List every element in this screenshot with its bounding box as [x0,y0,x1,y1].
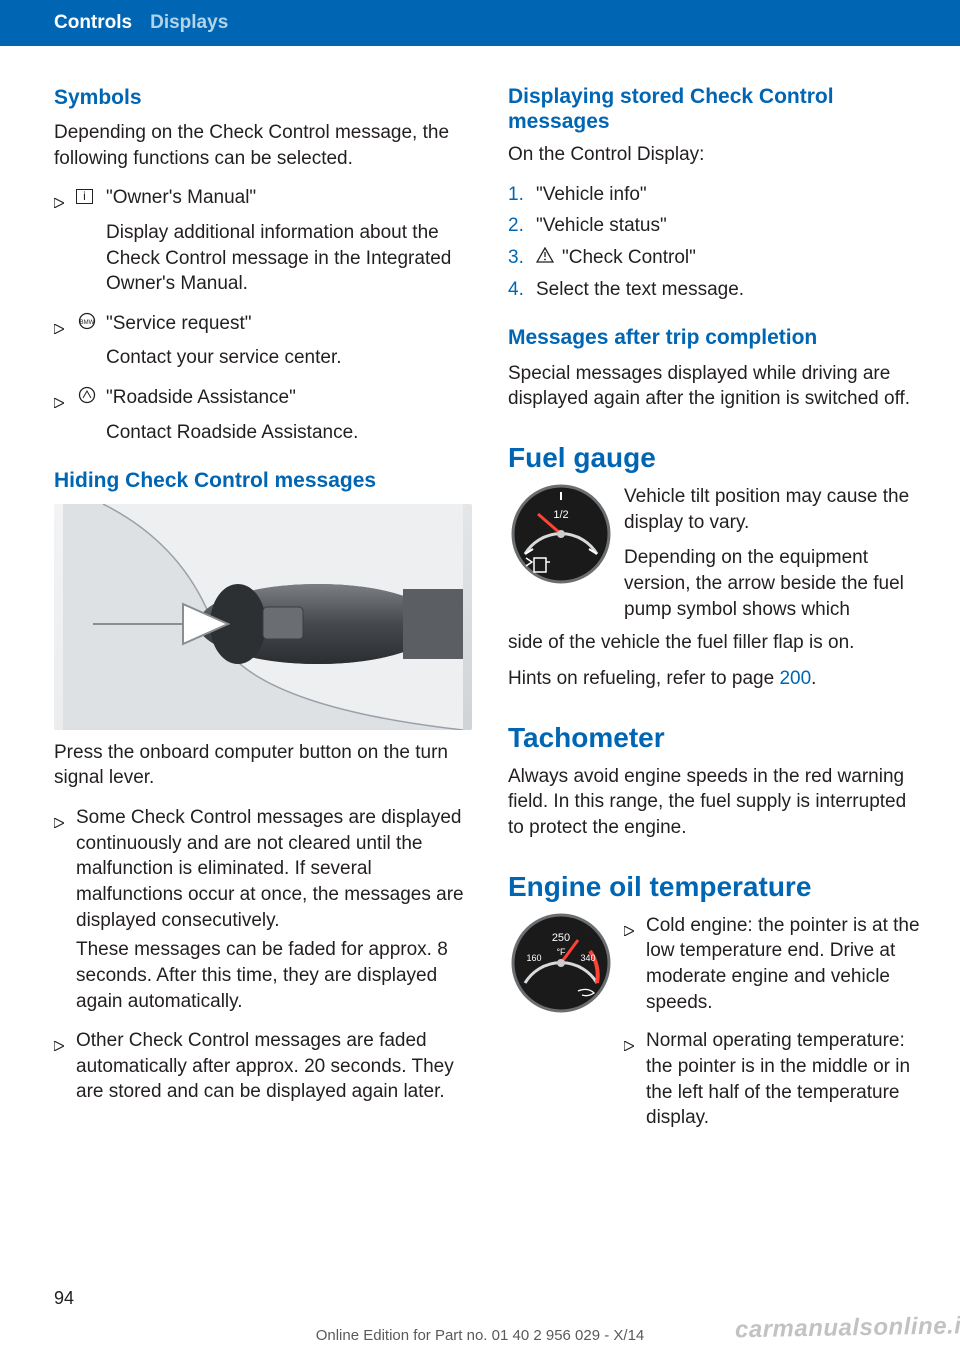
oil-bullet-1: Cold engine: the pointer is at the low t… [624,913,926,1016]
page-number: 94 [54,1286,74,1310]
oil-temp-row: 250 160 °F 340 Cold engine: the pointer … [508,913,926,1021]
bullet-text: Normal operating tempera­ture: the point… [646,1028,926,1131]
fuel-gauge-heading: Fuel gauge [508,442,926,474]
fuel-p1: Vehicle tilt position may cause the disp… [624,484,926,535]
symbol-desc: Contact your service center. [106,345,472,371]
symbol-desc: Display additional information about the… [106,220,472,297]
symbol-label: "Service request" [106,311,472,337]
triangle-bullet-icon [54,385,76,416]
left-column: Symbols Depending on the Check Control m… [54,84,472,1135]
bullet-subtext: These messages can be faded for approx. … [76,937,472,1014]
step-number: 4. [508,277,536,303]
svg-text:340: 340 [580,953,595,963]
displaying-stored-heading: Displaying stored Check Control messages [508,84,926,134]
fuel-gauge-row: 1/2 Vehicle tilt position may cause the … [508,484,926,622]
bullet-text: Some Check Control messages are dis­play… [76,805,472,933]
symbol-item-owners-manual: i "Owner's Manual" [54,185,472,216]
tachometer-heading: Tachometer [508,722,926,754]
displaying-stored-intro: On the Control Display: [508,142,926,168]
symbols-heading: Symbols [54,84,472,112]
svg-text:°F: °F [556,947,566,957]
symbols-intro: Depending on the Check Control message, … [54,120,472,171]
hiding-bullet-2: Other Check Control messages are faded a… [54,1028,472,1105]
triangle-bullet-icon [54,805,76,836]
watermark: carmanualsonline.info [735,1309,960,1346]
svg-text:1/2: 1/2 [553,509,568,521]
fuel-gauge-illustration: 1/2 [508,484,614,592]
symbol-label: "Roadside Assistance" [106,385,472,411]
fuel-p2-start: Depending on the equipment version, the … [624,545,926,622]
step-number: 3. [508,245,536,271]
engine-oil-heading: Engine oil temperature [508,871,926,903]
service-icon: BMW [76,311,106,338]
symbol-item-service-request: BMW "Service request" [54,311,472,342]
turn-signal-lever-illustration [54,504,472,730]
oil-temp-gauge-illustration: 250 160 °F 340 [508,913,614,1021]
step-4: 4. Select the text message. [508,277,926,303]
step-1: 1. "Vehicle info" [508,182,926,208]
header-bar: Controls Displays [0,0,960,46]
svg-text:250: 250 [552,932,570,944]
warning-triangle-icon [536,245,562,269]
step-text: "Vehicle status" [536,213,926,239]
step-number: 2. [508,213,536,239]
oil-bullet-2: Normal operating tempera­ture: the point… [624,1028,926,1131]
step-2: 2. "Vehicle status" [508,213,926,239]
bullet-text: Other Check Control messages are faded a… [76,1028,472,1105]
step-text: Select the text message. [536,277,926,303]
step-text: "Vehicle info" [536,182,926,208]
bullet-text: Cold engine: the pointer is at the low t… [646,913,926,1016]
roadside-icon [76,385,106,412]
hiding-bullet-1: Some Check Control messages are dis­play… [54,805,472,933]
svg-text:160: 160 [526,953,541,963]
step-3: 3. "Check Control" [508,245,926,271]
fuel-ref-post: . [811,668,816,689]
fuel-refuel-ref: Hints on refueling, refer to page 200. [508,666,926,692]
hiding-heading: Hiding Check Control messages [54,467,472,495]
step-number: 1. [508,182,536,208]
hiding-caption: Press the onboard computer button on the… [54,740,472,791]
messages-after-trip-body: Special messages displayed while driving… [508,361,926,412]
header-tab-displays: Displays [150,10,228,36]
svg-text:BMW: BMW [80,320,95,326]
triangle-bullet-icon [54,311,76,342]
triangle-bullet-icon [54,1028,76,1059]
triangle-bullet-icon [54,185,76,216]
messages-after-trip-heading: Messages after trip completion [508,324,926,352]
fuel-p2-cont: side of the vehicle the fuel filler flap… [508,630,926,656]
tachometer-body: Always avoid engine speeds in the red wa… [508,764,926,841]
header-tab-controls: Controls [54,10,132,36]
triangle-bullet-icon [624,913,646,944]
step-text: "Check Control" [562,245,926,271]
page-link-200[interactable]: 200 [779,668,811,689]
info-box-icon: i [76,185,106,212]
symbol-label: "Owner's Manual" [106,185,472,211]
right-column: Displaying stored Check Control messages… [508,84,926,1135]
symbol-desc: Contact Roadside Assistance. [106,420,472,446]
symbol-item-roadside-assistance: "Roadside Assistance" [54,385,472,416]
fuel-ref-pre: Hints on refueling, refer to page [508,668,779,689]
triangle-bullet-icon [624,1028,646,1059]
